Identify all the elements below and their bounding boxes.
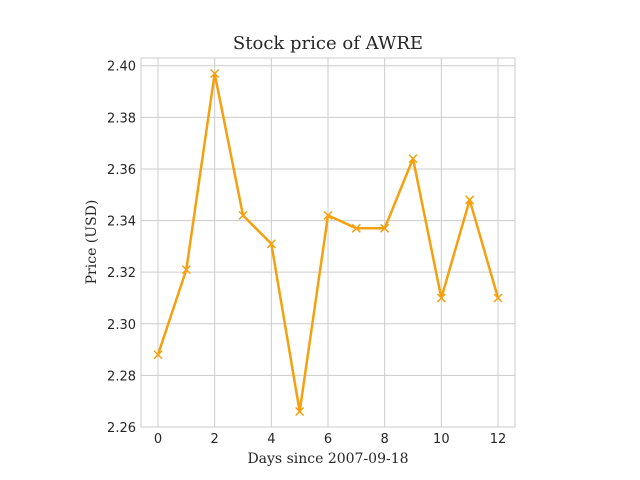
grid-lines: [141, 58, 515, 428]
y-tick-label: 2.40: [107, 60, 136, 75]
chart-title: Stock price of AWRE: [233, 33, 423, 54]
y-tick-label: 2.28: [107, 369, 136, 384]
data-point-marker: [408, 154, 418, 164]
y-tick-label: 2.32: [107, 266, 136, 281]
y-axis-label: Price (USD): [84, 200, 100, 285]
data-point-marker: [351, 223, 361, 233]
data-point-marker: [153, 350, 163, 360]
data-point-marker: [266, 239, 276, 249]
x-tick-label: 0: [154, 432, 162, 447]
data-point-marker: [181, 265, 191, 275]
data-point-marker: [436, 293, 446, 303]
data-series: [153, 68, 503, 417]
x-tick-label: 12: [490, 432, 507, 447]
data-point-marker: [465, 195, 475, 205]
y-tick-label: 2.36: [107, 163, 136, 178]
x-tick-label: 6: [324, 432, 332, 447]
x-tick-label: 8: [381, 432, 389, 447]
y-axis-tick-labels: 2.26 2.28 2.30 2.32 2.34 2.36 2.38 2.40: [107, 60, 136, 436]
y-tick-label: 2.30: [107, 318, 136, 333]
data-point-marker: [295, 406, 305, 417]
data-point-marker: [493, 293, 503, 303]
data-point-marker: [210, 68, 220, 79]
y-tick-label: 2.26: [107, 421, 136, 436]
y-tick-label: 2.38: [107, 111, 136, 126]
x-tick-label: 4: [267, 432, 275, 447]
y-tick-label: 2.34: [107, 215, 136, 230]
data-point-marker: [238, 210, 248, 220]
x-axis-label: Days since 2007-09-18: [247, 451, 408, 467]
data-point-marker: [380, 223, 390, 233]
data-point-marker: [323, 210, 333, 220]
x-axis-tick-labels: 0 2 4 6 8 10 12: [154, 432, 506, 447]
x-tick-label: 2: [211, 432, 219, 447]
plot-area-frame: [140, 57, 516, 428]
x-tick-label: 10: [433, 432, 450, 447]
